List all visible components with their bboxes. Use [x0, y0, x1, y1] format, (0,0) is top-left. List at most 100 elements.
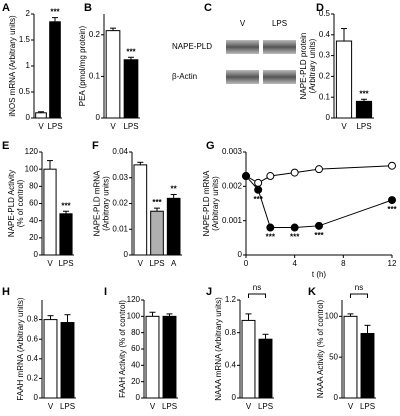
y-tick-label: 0: [334, 393, 339, 402]
significance-label: **: [171, 185, 178, 194]
significance-label: ***: [387, 205, 397, 214]
y-tick-label: 80: [131, 328, 140, 337]
y-tick-label: 0.2: [89, 30, 101, 39]
marker: [388, 196, 396, 205]
x-axis-label: t (h): [312, 270, 327, 279]
y-tick-label: 1: [26, 61, 31, 70]
x-tick-label: LPS: [356, 122, 371, 131]
bar: [105, 30, 121, 119]
x-tick-label: V: [47, 259, 53, 268]
significance-label: ***: [359, 89, 369, 98]
y-tick-label: 0.1: [89, 72, 101, 81]
x-tick-label: V: [110, 122, 116, 131]
marker: [315, 221, 323, 230]
x-tick-label: V: [348, 402, 354, 411]
blot-band: [263, 40, 296, 54]
y-tick-label: 0: [136, 393, 141, 402]
y-axis-label: FAAH Activity (% of control): [118, 300, 127, 398]
y-tick-label: 0: [96, 113, 101, 122]
bar: [166, 197, 181, 256]
row-label: β-Actin: [172, 72, 197, 81]
y-tick-label: 0.002: [222, 181, 243, 190]
y-tick-label: 100: [127, 311, 141, 320]
bar: [343, 315, 358, 399]
y-tick-label: 0.2: [27, 374, 39, 383]
blot-band: [226, 70, 259, 84]
bar: [123, 59, 139, 119]
y-axis-label: iNOS mRNA (Arbitrary units): [8, 15, 17, 117]
y-tick-label: 0.8: [27, 315, 39, 324]
y-axis-label: (Arbitrary units): [102, 176, 111, 231]
significance-label: ***: [152, 198, 162, 207]
y-tick-label: 0.6: [27, 334, 39, 343]
x-tick-label: A: [171, 259, 177, 268]
x-tick-label: LPS: [360, 402, 375, 411]
y-tick-label: 0.4: [319, 30, 331, 39]
y-tick-label: 0.5: [19, 87, 31, 96]
y-axis-label: NAPE-PLD Activity: [7, 170, 16, 237]
bracket: [350, 293, 368, 298]
bar: [335, 40, 353, 119]
marker: [254, 185, 263, 194]
y-tick-label: 0.04: [112, 147, 128, 156]
bar: [145, 315, 160, 399]
y-tick-label: 0.5: [319, 9, 331, 18]
bar: [162, 315, 177, 399]
bracket-label: ns: [253, 283, 261, 292]
marker: [266, 223, 275, 232]
significance-label: ***: [126, 47, 136, 56]
panel-label: B: [84, 2, 92, 14]
significance-label: ***: [50, 8, 60, 17]
significance-label: ***: [61, 201, 71, 210]
marker: [266, 172, 275, 181]
panel-label: F: [92, 140, 99, 152]
y-axis-label: NAAA Activity (% of control): [316, 300, 325, 399]
y-tick-label: 0: [238, 250, 243, 259]
y-tick-label: 0: [326, 113, 331, 122]
x-tick-label: V: [246, 402, 252, 411]
bar: [150, 210, 164, 256]
x-tick-label: V: [150, 402, 156, 411]
bar: [355, 100, 373, 119]
y-tick-label: 0: [26, 113, 31, 122]
y-tick-label: 0.4: [27, 354, 39, 363]
y-axis-label: NAPE-PLD mRNA: [93, 170, 102, 236]
y-axis-label: (Arbitrary units): [211, 176, 220, 231]
y-tick-label: 40: [131, 360, 140, 369]
panel-label: G: [206, 140, 215, 152]
x-tick-label: LPS: [60, 402, 75, 411]
lane-label: V: [240, 19, 246, 28]
y-axis-label: (% of control): [16, 179, 25, 227]
bar: [133, 164, 148, 256]
y-axis-label: NAPE-PLD protein: [299, 33, 308, 100]
y-axis-label: NAAA mRNA (Arbitrary units): [214, 297, 223, 401]
x-tick-label: LPS: [149, 259, 164, 268]
y-tick-label: 0.001: [222, 216, 243, 225]
x-tick-label: V: [138, 259, 144, 268]
x-tick-label: LPS: [47, 122, 62, 131]
marker: [242, 172, 250, 181]
blot-band: [263, 70, 296, 84]
row-label: NAPE-PLD: [172, 42, 212, 51]
bar: [258, 338, 273, 399]
y-tick-label: 1.5: [19, 35, 31, 44]
y-tick-label: 0.003: [222, 147, 243, 156]
x-tick-label: 12: [388, 259, 397, 268]
y-tick-label: 20: [131, 377, 140, 386]
y-tick-label: 0.4: [225, 360, 237, 369]
bar: [35, 112, 47, 119]
blot-band: [226, 40, 259, 54]
x-tick-label: LPS: [258, 402, 273, 411]
y-tick-label: 2: [26, 9, 31, 18]
bar: [43, 319, 58, 399]
panel-label: I: [104, 286, 107, 298]
series-line: [245, 175, 393, 229]
marker: [315, 165, 323, 174]
bar: [43, 168, 57, 256]
y-tick-label: 50: [329, 352, 338, 361]
marker: [290, 223, 299, 232]
y-axis-label: (Arbitrary units): [308, 38, 317, 93]
y-tick-label: 80: [29, 181, 38, 190]
